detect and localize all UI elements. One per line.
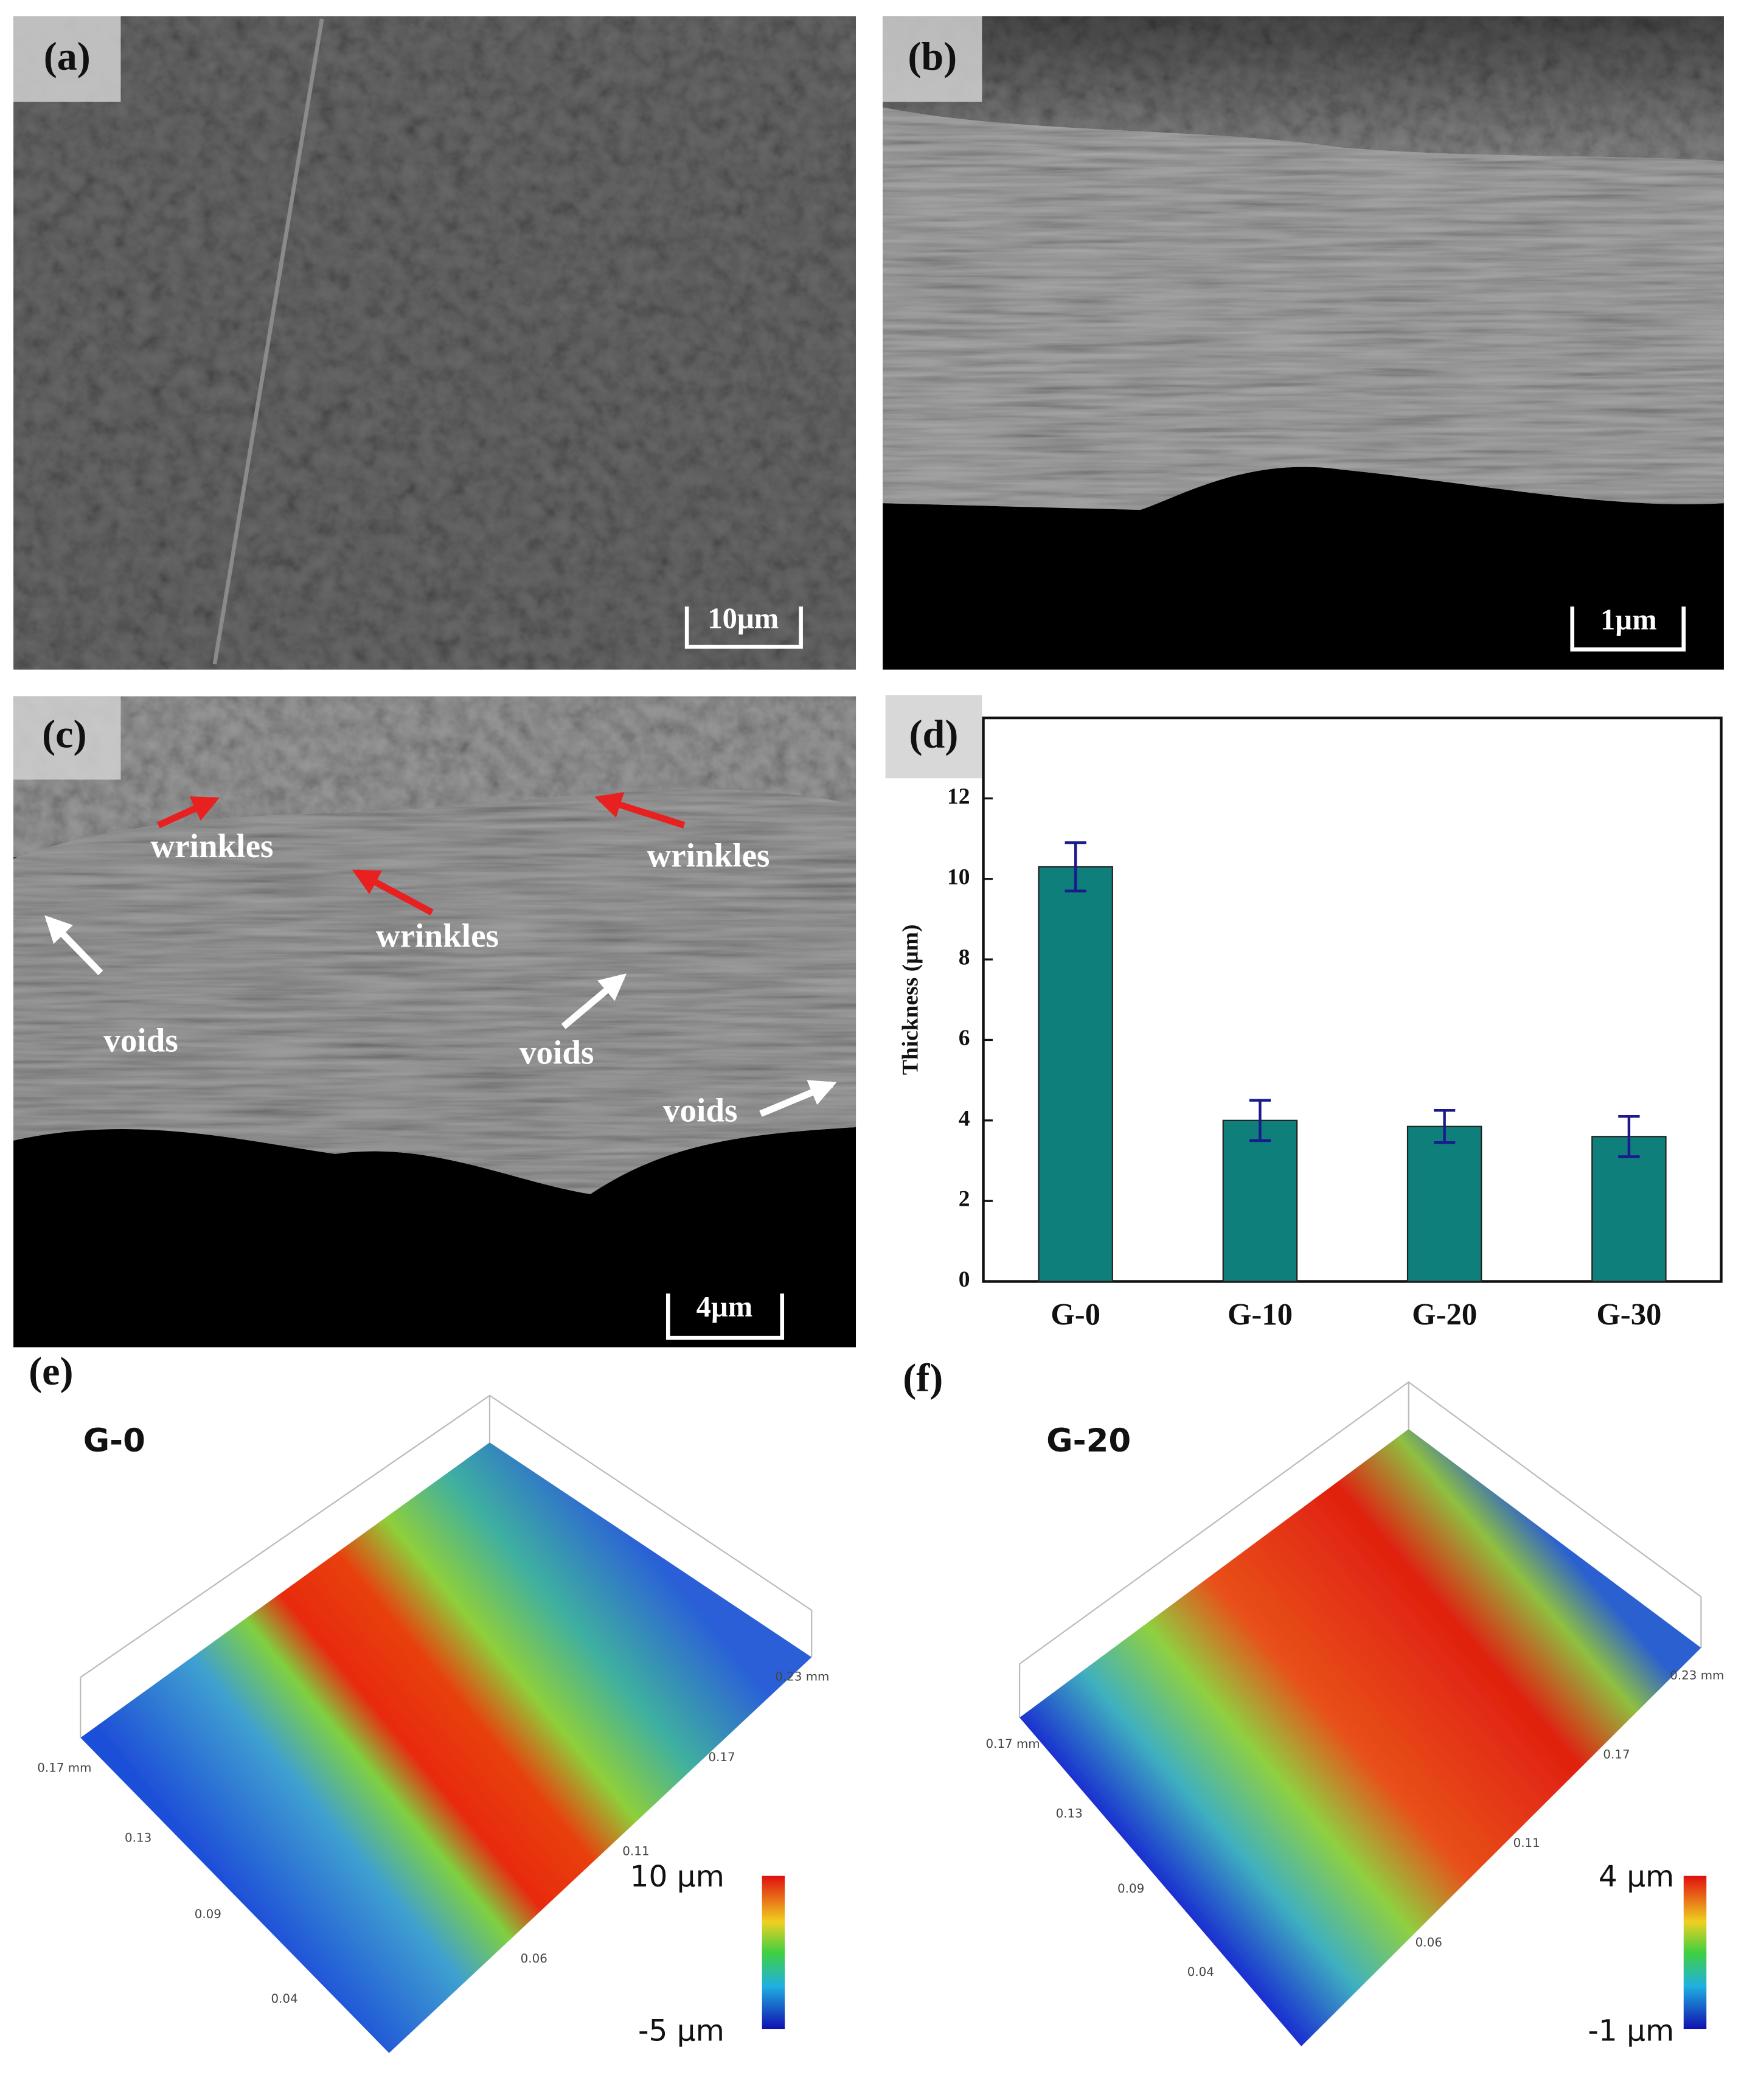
- panel-label: (f): [903, 1356, 943, 1400]
- axis-label: 0.04: [271, 1992, 297, 2006]
- label-box: [13, 696, 121, 780]
- annotation: voids: [519, 1034, 594, 1071]
- y-axis-label: Thickness (µm): [898, 924, 923, 1075]
- axis-label: 0.11: [1513, 1836, 1540, 1850]
- bar: [1222, 1119, 1298, 1282]
- x-tick-label: G-20: [1412, 1298, 1477, 1332]
- panel-label: (d): [909, 712, 959, 756]
- axis-label: 0.17: [1603, 1748, 1630, 1762]
- y-tick-label: 0: [959, 1267, 970, 1292]
- sem-image-a: [13, 16, 856, 670]
- y-tick-label: 4: [959, 1106, 970, 1131]
- scale-bar-label: 1µm: [1600, 604, 1657, 636]
- plot-frame: [982, 716, 1723, 1283]
- arrow: [759, 1080, 837, 1117]
- x-tick-label: G-0: [1051, 1298, 1100, 1332]
- axis-label: 0.09: [1117, 1882, 1144, 1896]
- y-tick-label: 6: [959, 1026, 970, 1051]
- panel-label: (a): [44, 34, 91, 78]
- axis-label: 0.13: [125, 1831, 151, 1844]
- annotation: voids: [103, 1022, 178, 1059]
- bar: [1406, 1125, 1482, 1282]
- scale-bar: [684, 606, 803, 649]
- label-box: [13, 16, 121, 102]
- error-bar: [1065, 841, 1086, 892]
- bar: [1591, 1136, 1667, 1282]
- colorbar-label: 4 µm: [1599, 1860, 1674, 1894]
- axis-label: 0.11: [622, 1844, 649, 1858]
- panel-label: (e): [29, 1349, 73, 1394]
- axis-label: 0.13: [1056, 1807, 1083, 1821]
- axis-label: 0.06: [521, 1952, 547, 1966]
- scale-bar-label: 4µm: [697, 1291, 753, 1323]
- y-tick-label: 12: [947, 784, 970, 809]
- surface-map: [1020, 1429, 1701, 2046]
- bar: [1038, 866, 1113, 1282]
- axis-label: 0.17 mm: [985, 1737, 1040, 1751]
- scale-bar-label: 10µm: [707, 602, 779, 635]
- arrow: [44, 915, 103, 976]
- error-bar: [1434, 1109, 1456, 1144]
- y-tick-label: 10: [947, 864, 970, 889]
- sample-label: G-0: [83, 1422, 145, 1459]
- error-bar: [1249, 1099, 1271, 1142]
- annotation: wrinkles: [376, 917, 499, 954]
- colorbar: [762, 1876, 785, 2029]
- annotation: voids: [663, 1091, 738, 1128]
- surface-map: [80, 1442, 812, 2053]
- arrow: [561, 973, 627, 1029]
- x-tick-label: G-30: [1596, 1298, 1661, 1332]
- axis-label: 0.23 mm: [775, 1670, 829, 1684]
- wireframe-box: [1018, 1381, 1702, 1718]
- colorbar-label: -5 µm: [638, 2014, 724, 2048]
- arrow: [594, 792, 686, 829]
- panel-label: (c): [42, 712, 86, 756]
- axis-label: 0.04: [1187, 1965, 1214, 1979]
- annotation: wrinkles: [150, 827, 273, 864]
- scale-bar: [1570, 606, 1686, 652]
- panel-label: (b): [908, 34, 957, 78]
- annotation: wrinkles: [647, 836, 770, 874]
- surface-crack: [212, 18, 324, 665]
- axis-label: 0.09: [195, 1907, 221, 1921]
- colorbar-label: 10 µm: [630, 1860, 724, 1894]
- y-tick-label: 2: [959, 1187, 970, 1212]
- scale-bar: [665, 1293, 785, 1340]
- x-tick-label: G-10: [1228, 1298, 1293, 1332]
- arrow: [352, 869, 434, 916]
- arrow: [156, 796, 220, 829]
- error-bar: [1618, 1114, 1640, 1158]
- axis-label: 0.17 mm: [37, 1761, 91, 1775]
- label-box: [883, 16, 982, 102]
- y-tick-label: 8: [959, 945, 970, 970]
- axis-label: 0.17: [708, 1750, 735, 1764]
- colorbar: [1683, 1876, 1707, 2029]
- axis-label: 0.23 mm: [1670, 1668, 1724, 1682]
- label-box: [885, 695, 982, 779]
- colorbar-label: -1 µm: [1588, 2014, 1674, 2048]
- layered-film: [13, 789, 856, 1195]
- axis-label: 0.06: [1416, 1935, 1442, 1949]
- layered-film: [883, 107, 1724, 510]
- wireframe-box: [80, 1394, 813, 1738]
- sample-label: G-20: [1046, 1422, 1131, 1459]
